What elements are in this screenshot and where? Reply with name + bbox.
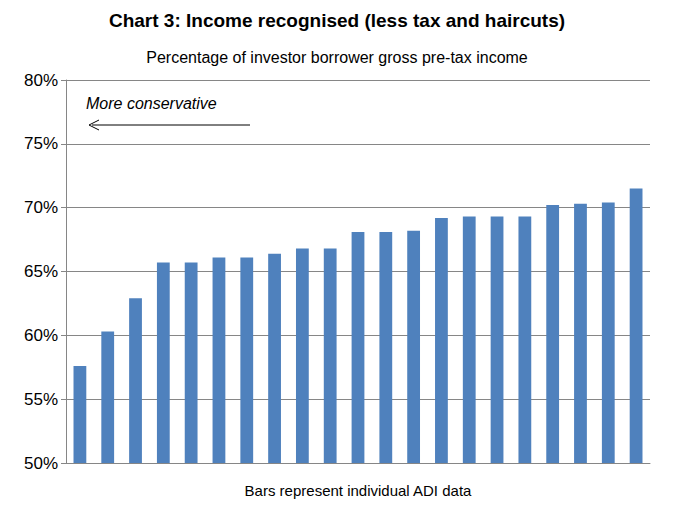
svg-text:Bars represent individual ADI: Bars represent individual ADI data [245,482,472,499]
svg-text:70%: 70% [24,198,58,217]
svg-text:65%: 65% [24,262,58,281]
svg-text:Percentage of investor borrowe: Percentage of investor borrower gross pr… [146,49,528,66]
svg-text:50%: 50% [24,454,58,473]
svg-text:80%: 80% [24,71,58,90]
svg-text:55%: 55% [24,390,58,409]
svg-text:More conservative: More conservative [86,95,217,112]
svg-text:60%: 60% [24,326,58,345]
svg-text:Chart 3: Income recognised (le: Chart 3: Income recognised (less tax and… [109,10,565,31]
svg-text:75%: 75% [24,134,58,153]
